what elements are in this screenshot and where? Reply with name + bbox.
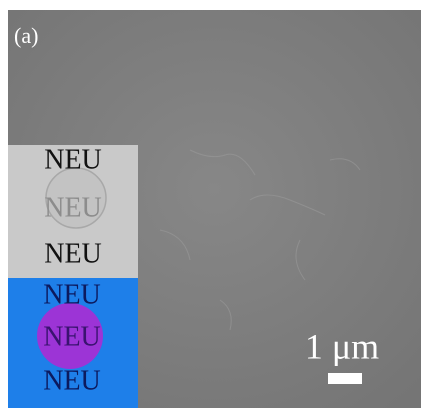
figure: (a) NEU NEU NEU NEU NEU NEU 1 μm xyxy=(0,0,430,408)
panel-label: (a) xyxy=(14,23,38,48)
inset-label: NEU xyxy=(43,279,101,310)
inset-label: NEU xyxy=(44,238,102,269)
inset-label: NEU xyxy=(43,365,101,396)
inset-label: NEU xyxy=(44,192,102,223)
inset-label: NEU xyxy=(44,144,102,175)
scale-bar xyxy=(328,373,362,384)
inset-label: NEU xyxy=(43,321,101,352)
scale-bar-label: 1 μm xyxy=(305,326,379,366)
page: (a) NEU NEU NEU NEU NEU NEU 1 μm (() => … xyxy=(0,0,430,408)
